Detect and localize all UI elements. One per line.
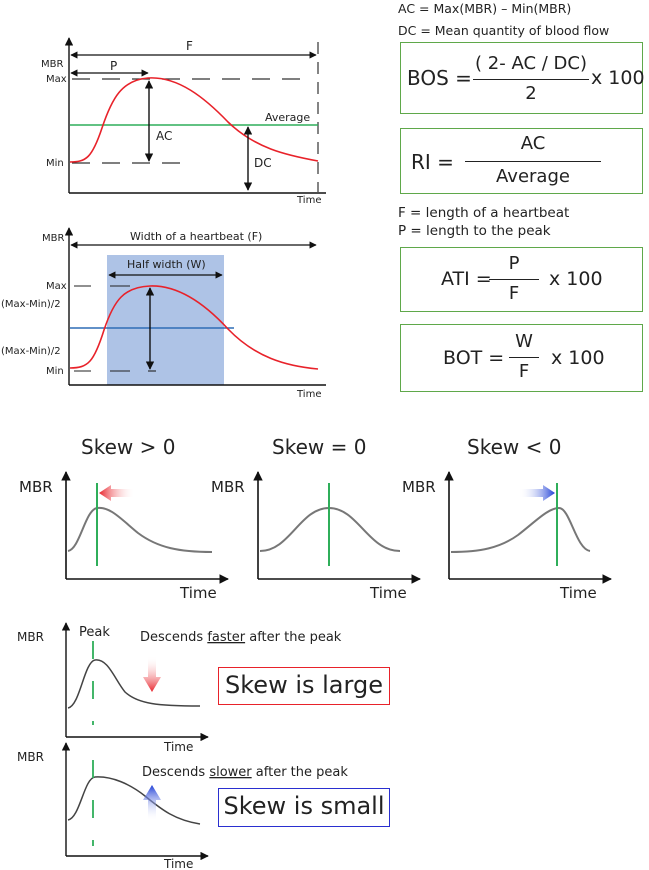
bot-numerator: W [515,331,533,352]
bottom-example-small: MBR Descends slower after the peak Time [17,742,348,870]
chart2-mbr-label: MBR [42,233,64,244]
bot-lhs: BOT = [443,347,505,369]
skew-title-positive: Skew > 0 [81,435,175,459]
skew-positive-time-label: Time [179,584,217,602]
ati-denominator: F [508,283,520,304]
chart1-average-label: Average [265,111,310,124]
bos-tail: x 100 [591,67,645,89]
f-definition: F = length of a heartbeat [398,205,570,221]
skew-negative-mbr-label: MBR [402,478,436,496]
skew-positive-arrow [99,485,135,501]
bottom2-time-label: Time [163,857,193,870]
skew-panel-zero: Skew = 0 MBR Time [211,435,421,602]
skew-title-zero: Skew = 0 [272,435,366,459]
bottom1-peak-label: Peak [79,625,110,640]
bot-denominator: F [518,361,530,382]
chart1-ac-label: AC [156,129,172,143]
ac-definition: AC = Max(MBR) – Min(MBR) [398,1,572,16]
chart2-half-width-label: Half width (W) [127,258,206,271]
chart1-f-label: F [186,39,193,53]
bottom1-mbr-label: MBR [17,630,44,644]
bottom1-down-arrow [143,656,161,692]
bot-fraction-bar [509,357,539,358]
chart1: MBR Max Min F P AC DC Average Time [41,37,326,206]
chart2-max-label: Max [46,281,67,292]
skew-positive-mbr-label: MBR [19,478,53,496]
skew-negative-curve [450,506,591,553]
ati-lhs: ATI = [441,268,492,290]
bot-formula-box: BOT = W F x 100 [400,324,643,392]
skew-zero-time-label: Time [369,584,407,602]
skew-large-box: Skew is large [218,667,390,705]
chart1-min-label: Min [46,158,64,169]
ri-denominator: Average [496,166,570,187]
bos-numerator: ( 2- AC / DC) [475,53,587,74]
chart1-dc-label: DC [254,156,272,170]
bottom2-desc-text: Descends slower after the peak [142,765,348,780]
ati-fraction-bar [489,279,539,280]
skew-negative-arrow [519,485,555,501]
p-definition: P = length to the peak [398,223,551,239]
skew-title-negative: Skew < 0 [467,435,561,459]
bottom1-desc-text: Descends faster after the peak [140,630,342,645]
bottom2-curve [67,776,201,825]
bottom2-up-arrow [143,785,161,821]
chart2-half-lower-label: (Max-Min)/2 [1,346,61,357]
chart2-time-label: Time [296,389,321,400]
bottom2-mbr-label: MBR [17,750,44,764]
bottom1-curve [67,659,201,709]
chart2-half-upper-label: (Max-Min)/2 [1,299,61,310]
bottom1-time-label: Time [163,740,193,754]
bos-fraction-bar [473,79,589,80]
chart2-min-label: Min [46,366,64,377]
bos-denominator: 2 [525,83,537,104]
ri-numerator: AC [520,133,546,154]
skew-panel-negative: Skew < 0 MBR Time [402,435,612,602]
chart2-width-label: Width of a heartbeat (F) [130,230,262,243]
ri-lhs: RI = [411,150,454,174]
chart1-max-label: Max [46,74,67,85]
skew-positive-curve [67,506,213,553]
chart1-red-curve [69,77,319,163]
chart1-mbr-label: MBR [41,59,63,70]
skew-small-box: Skew is small [218,788,390,827]
skew-zero-mbr-label: MBR [211,478,245,496]
chart1-time-label: Time [296,195,321,206]
bot-tail: x 100 [551,347,605,369]
ati-numerator: P [508,253,520,274]
bos-lhs: BOS = [407,66,472,90]
ati-tail: x 100 [549,268,603,290]
ri-fraction-bar [465,161,601,162]
bottom-example-large: MBR Peak Descends faster after the peak … [17,622,342,754]
chart2: MBR Width of a heartbeat (F) Half width … [1,227,326,400]
ati-formula-box: ATI = P F x 100 [400,247,643,312]
skew-panel-positive: Skew > 0 MBR Time [19,435,229,602]
dc-definition: DC = Mean quantity of blood flow [398,23,610,38]
ri-formula-box: RI = AC Average [400,128,643,194]
chart1-p-label: P [110,59,117,73]
chart2-red-curve [69,285,319,370]
bos-formula-box: BOS = ( 2- AC / DC) 2 x 100 [400,42,645,114]
skew-negative-time-label: Time [559,584,597,602]
